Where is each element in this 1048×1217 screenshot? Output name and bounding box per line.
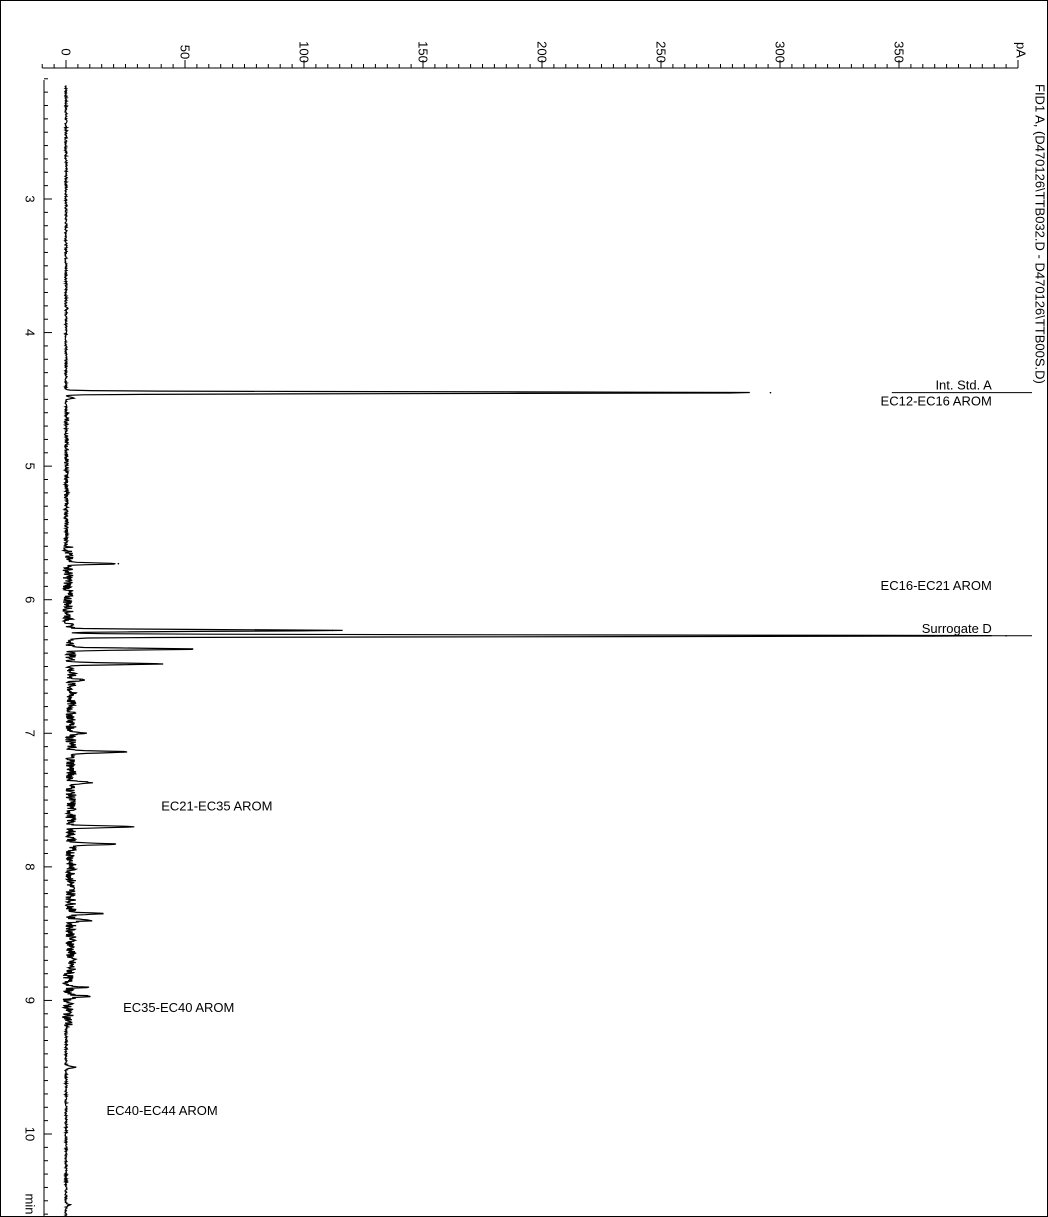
peak-point [331,629,334,632]
peak-point [117,562,120,565]
peak-point [74,1066,77,1069]
chart-title: FID1 A, (D470126\TTB032.D - D470126\TTB0… [1033,84,1048,384]
peak-point [86,919,89,922]
time-tick-label: 9 [23,997,38,1004]
peak-point [89,995,91,998]
peak-annotation: EC21-EC35 AROM [161,798,272,813]
peak-point [89,781,91,784]
signal-tick-label: 150 [416,41,431,63]
signal-tick-label: 350 [892,41,907,63]
axes: 0 50 100 150 200 250 300 350 pA 3 4 5 6 7 8 9 10 min [23,41,1029,1217]
peak-point [122,751,124,753]
peak-point [81,986,84,988]
time-tick-label: 4 [23,329,38,336]
peak-point [98,912,101,915]
signal-tick-label: 100 [297,41,312,63]
time-unit-label: min [23,1194,38,1215]
peak-point [79,679,82,681]
time-tick-label: 3 [23,195,38,202]
signal-tick-label: 50 [178,45,193,59]
signal-tick-label: 200 [535,41,550,63]
peak-point [81,732,84,735]
trace [61,85,1007,1217]
peak-point [155,663,158,665]
peak-annotation: EC40-EC44 AROM [106,1103,217,1118]
peak-annotation: Surrogate D [922,621,992,636]
peak-point [68,1203,71,1206]
time-tick-label: 5 [23,463,38,470]
signal-unit-label: pA [1014,42,1029,58]
signal-tick-label: 0 [59,48,74,55]
peak-point [769,391,772,394]
time-tick-label: 10 [23,1127,38,1141]
peak-point [112,843,115,845]
peak-annotation: Int. Std. A [935,378,992,393]
time-tick-label: 8 [23,863,38,870]
time-tick-label: 7 [23,730,38,737]
peak-annotation: EC35-EC40 AROM [123,1000,234,1015]
peak-point [72,397,74,399]
peak-point [67,307,69,310]
signal-tick-label: 250 [654,41,669,63]
time-tick-label: 6 [23,596,38,603]
labels: FID1 A, (D470126\TTB032.D - D470126\TTB0… [106,84,1047,1118]
peak-point [191,648,193,650]
peak-annotation: EC12-EC16 AROM [881,394,992,409]
peak-point [129,825,132,828]
signal-trace [61,85,992,1217]
signal-tick-label: 300 [773,41,788,63]
peak-annotation: EC16-EC21 AROM [881,578,992,593]
